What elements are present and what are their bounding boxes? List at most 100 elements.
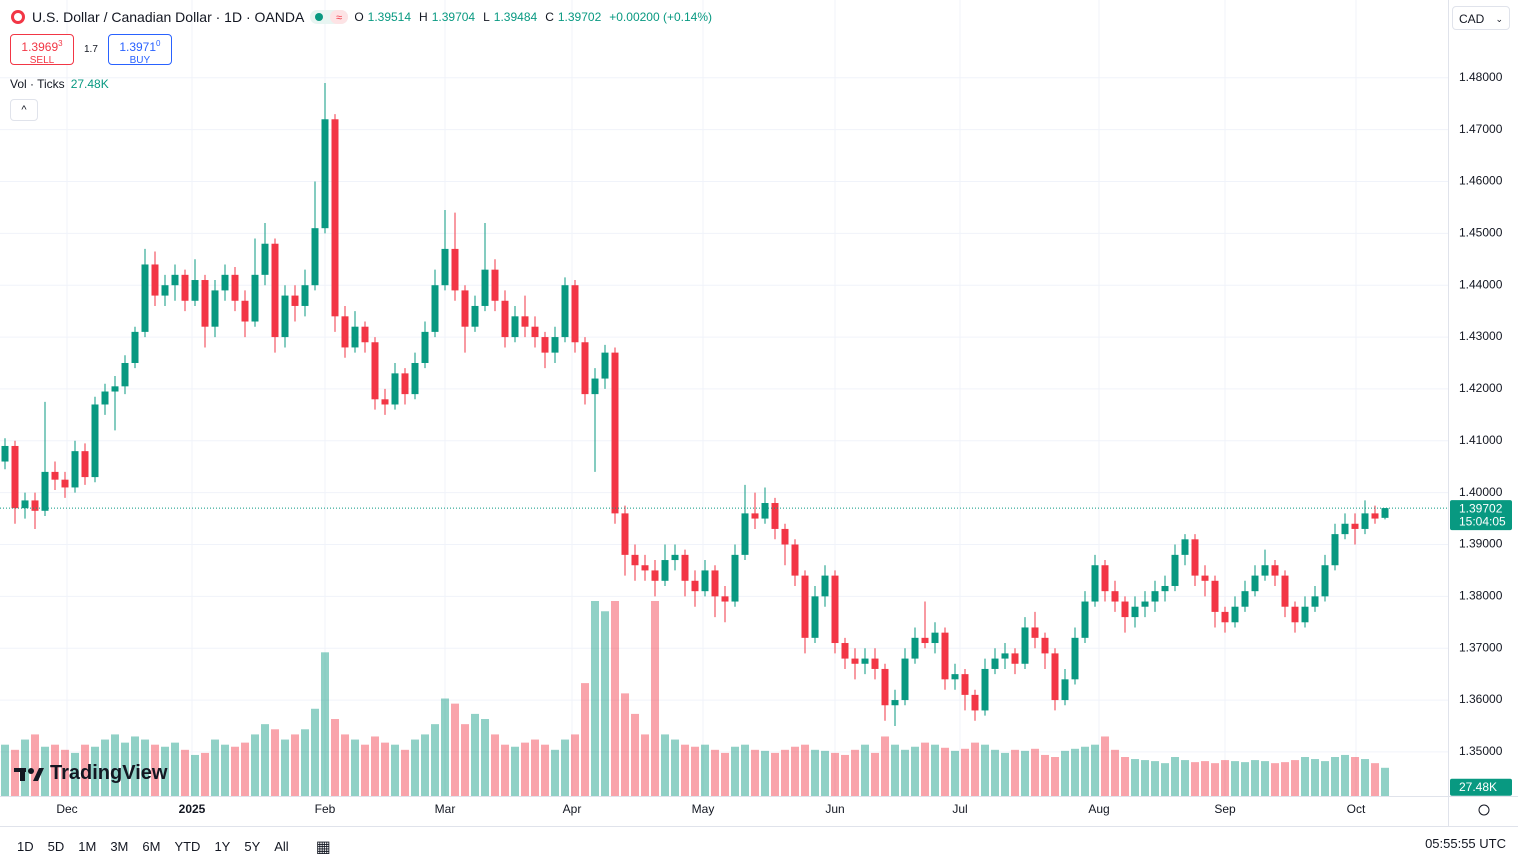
volume-bar (431, 724, 439, 796)
ohlc-key: O (354, 10, 364, 24)
symbol-title[interactable]: U.S. Dollar / Canadian Dollar · 1D · OAN… (32, 9, 305, 25)
plot-area (0, 0, 1448, 796)
candle-body (1291, 606, 1299, 623)
volume-bar (951, 750, 959, 796)
volume-bar (421, 734, 429, 796)
candle-body (801, 575, 809, 638)
candle-body (301, 285, 309, 306)
candle-body (281, 295, 289, 338)
buy-price: 1.3971 (119, 40, 157, 54)
trade-buttons: 1.39693 SELL 1.7 1.39710 BUY (10, 34, 172, 66)
volume-bar (641, 734, 649, 796)
settings-icon[interactable] (1478, 804, 1490, 816)
candle-body (251, 274, 259, 322)
range-button[interactable]: 1D (17, 839, 34, 854)
volume-bar (1191, 762, 1199, 796)
volume-bar (1381, 767, 1389, 796)
volume-bar (91, 746, 99, 796)
range-button[interactable]: 5Y (244, 839, 261, 854)
last-price-label: 1.39702 (1459, 501, 1503, 515)
volume-bar (861, 744, 869, 796)
volume-bar (1211, 763, 1219, 796)
sell-price: 1.3969 (21, 40, 59, 54)
candle-body (91, 404, 99, 478)
candle-body (1001, 653, 1009, 659)
range-button[interactable]: 1M (78, 839, 97, 854)
volume-bar (941, 747, 949, 796)
candle-body (1041, 637, 1049, 654)
volume-bar (1351, 757, 1359, 796)
volume-bar (671, 739, 679, 796)
x-tick-label: Aug (1088, 802, 1109, 816)
volume-bar (531, 739, 539, 796)
volume-bar (1301, 757, 1309, 796)
candle-body (451, 248, 459, 291)
volume-bar (1151, 761, 1159, 796)
candle-body (121, 362, 129, 387)
volume-bar (1291, 760, 1299, 796)
x-tick-label: Sep (1214, 802, 1236, 816)
ohlc-key: C (545, 10, 554, 24)
collapse-button[interactable]: ^ (10, 99, 38, 121)
bottom-toolbar: 1D 5D 1M 3M 6M YTD 1Y 5Y All ▦ (0, 826, 1518, 866)
range-button[interactable]: All (274, 839, 289, 854)
volume-bar (411, 739, 419, 796)
volume-bar (541, 744, 549, 796)
candle-body (631, 554, 639, 566)
buy-button[interactable]: 1.39710 BUY (107, 34, 172, 66)
range-button[interactable]: 3M (110, 839, 129, 854)
volume-bar (71, 752, 79, 796)
candle-body (991, 658, 999, 669)
y-tick-label: 1.36000 (1459, 692, 1503, 706)
volume-bar (841, 754, 849, 796)
currency-select[interactable]: CAD ⌄ (1452, 6, 1510, 30)
volume-bar (1001, 752, 1009, 796)
volume-bar (301, 729, 309, 796)
candle-body (381, 399, 389, 405)
y-tick-label: 1.37000 (1459, 640, 1503, 654)
volume-bar (1331, 757, 1339, 796)
candle-body (1101, 565, 1109, 592)
volume-bar (51, 744, 59, 796)
candle-body (731, 554, 739, 602)
candle-body (701, 570, 709, 592)
date-range-button[interactable]: ▦ (315, 838, 331, 856)
volume-axis-label: 27.48K (1459, 780, 1497, 794)
range-button[interactable]: YTD (174, 839, 201, 854)
volume-bar (721, 752, 729, 796)
candle-body (1231, 606, 1239, 623)
volume-bar (271, 729, 279, 796)
candle-body (331, 119, 339, 317)
candle-body (571, 285, 579, 343)
volume-bar (1201, 761, 1209, 796)
candle-body (671, 554, 679, 561)
axes: 1.35000 1.36000 1.37000 1.38000 1.39000 1.400… (0, 70, 1512, 816)
y-tick-label: 1.41000 (1459, 433, 1503, 447)
volume-bar (1161, 763, 1169, 796)
volume-bar (921, 742, 929, 796)
candle-body (171, 274, 179, 286)
candle-body (1271, 565, 1279, 576)
volume-bar (461, 724, 469, 796)
grid (0, 0, 1448, 796)
flag-icon (11, 10, 25, 24)
candle-body (41, 471, 49, 511)
logo-mark (14, 767, 44, 781)
candle-body (851, 658, 859, 664)
range-button[interactable]: 1Y (214, 839, 231, 854)
clock: 05:55:55 UTC (1425, 836, 1506, 851)
volume-bar (341, 734, 349, 796)
candle-body (271, 243, 279, 338)
range-button[interactable]: 6M (142, 839, 161, 854)
candle-body (371, 342, 379, 400)
candle-body (691, 580, 699, 592)
sell-button[interactable]: 1.39693 SELL (10, 34, 74, 66)
candle-body (761, 503, 769, 519)
volume-bar (1231, 761, 1239, 796)
candle-body (1381, 508, 1389, 518)
volume-bar (181, 749, 189, 796)
volume-bar (1131, 759, 1139, 796)
range-button[interactable]: 5D (47, 839, 65, 854)
volume-bar (711, 749, 719, 796)
volume-value-box (1450, 778, 1512, 796)
